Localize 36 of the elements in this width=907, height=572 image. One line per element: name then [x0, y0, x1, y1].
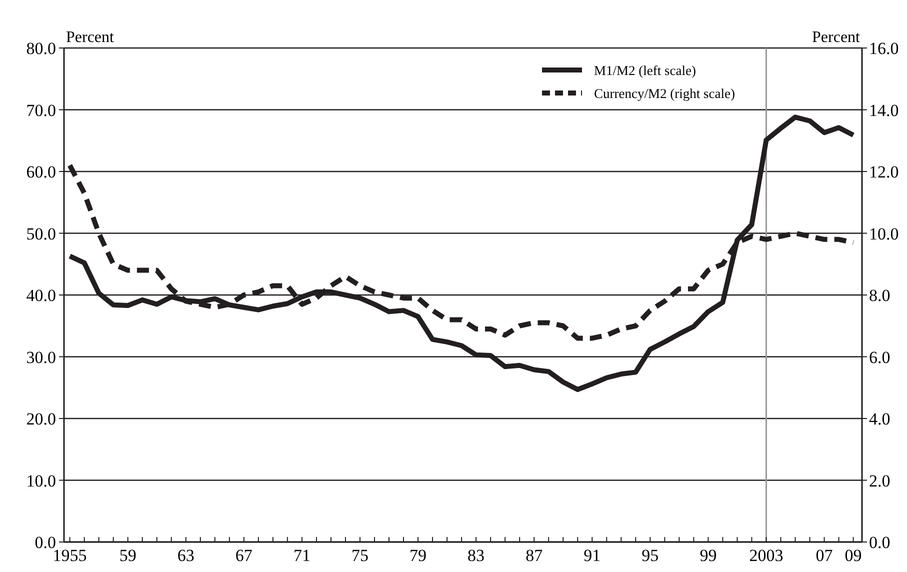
- x-tick-label: 07: [816, 546, 834, 565]
- y-tick-label: 80.0: [26, 39, 56, 58]
- x-tick-label: 95: [642, 546, 659, 565]
- y-tick-label: 40.0: [26, 286, 56, 305]
- y-axis-title: Percent: [66, 29, 115, 46]
- y-tick-label: 70.0: [26, 100, 56, 120]
- x-tick-label: 87: [526, 546, 544, 565]
- x-tick-label: 2003: [749, 546, 784, 565]
- legend-label: Currency/M2 (right scale): [594, 86, 735, 101]
- y2-tick-label: 14.0: [869, 100, 899, 120]
- y2-tick-label: 12.0: [869, 162, 899, 182]
- x-tick-label: 91: [584, 546, 601, 565]
- x-tick-label: 99: [700, 546, 717, 565]
- x-tick-label: 79: [410, 546, 427, 565]
- x-tick-label: 09: [844, 546, 862, 565]
- y-tick-label: 50.0: [26, 224, 56, 244]
- y2-tick-label: 0.0: [869, 533, 890, 552]
- y2-tick-label: 6.0: [869, 348, 890, 367]
- y2-tick-label: 10.0: [869, 224, 899, 244]
- y2-tick-label: 8.0: [869, 286, 890, 305]
- y2-axis-title: Percent: [812, 29, 861, 46]
- y2-tick-label: 2.0: [869, 471, 890, 490]
- x-tick-label: 83: [468, 546, 485, 565]
- y2-tick-label: 16.0: [869, 39, 899, 58]
- x-tick-label: 75: [351, 546, 368, 565]
- x-tick-label: 71: [293, 546, 310, 565]
- x-tick-label: 67: [235, 546, 253, 565]
- y-tick-label: 60.0: [26, 162, 56, 182]
- legend-label: M1/M2 (left scale): [594, 63, 696, 78]
- y-tick-label: 20.0: [26, 410, 56, 428]
- x-tick-label: 63: [177, 546, 194, 565]
- x-tick-label: 59: [119, 546, 136, 565]
- y-tick-label: 10.0: [26, 471, 56, 490]
- y2-tick-label: 4.0: [869, 410, 890, 428]
- y-tick-label: 30.0: [26, 348, 56, 367]
- y-tick-label: 0.0: [34, 533, 56, 552]
